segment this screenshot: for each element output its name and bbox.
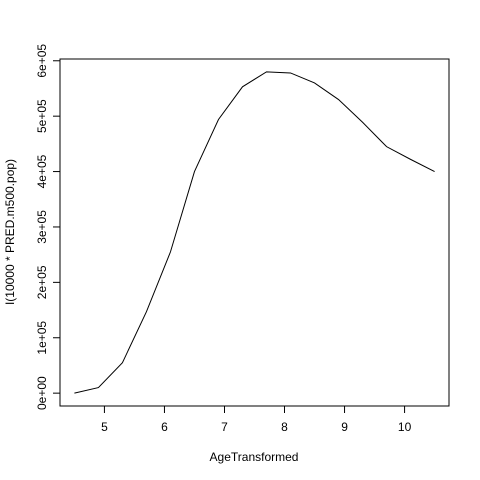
y-tick-label: 4e+05 (35, 154, 49, 188)
x-tick-label: 9 (341, 420, 348, 434)
x-tick-label: 10 (398, 420, 412, 434)
y-tick-label: 5e+05 (35, 99, 49, 133)
line (74, 71, 435, 394)
x-tick-label: 8 (281, 420, 288, 434)
x-tick-label: 5 (101, 420, 108, 434)
y-tick-label: 2e+05 (35, 265, 49, 299)
x-tick-label: 6 (161, 420, 168, 434)
y-tick-label: 3e+05 (35, 210, 49, 244)
plot-frame (59, 58, 450, 407)
y-tick-label: 1e+05 (35, 321, 49, 355)
y-tick-label: 0e+00 (35, 376, 49, 410)
x-axis-label: AgeTransformed (210, 450, 299, 464)
y-axis-label: I(10000 * PRED.m500.pop) (3, 159, 17, 305)
x-tick-label: 7 (221, 420, 228, 434)
y-tick-label: 6e+05 (35, 44, 49, 78)
